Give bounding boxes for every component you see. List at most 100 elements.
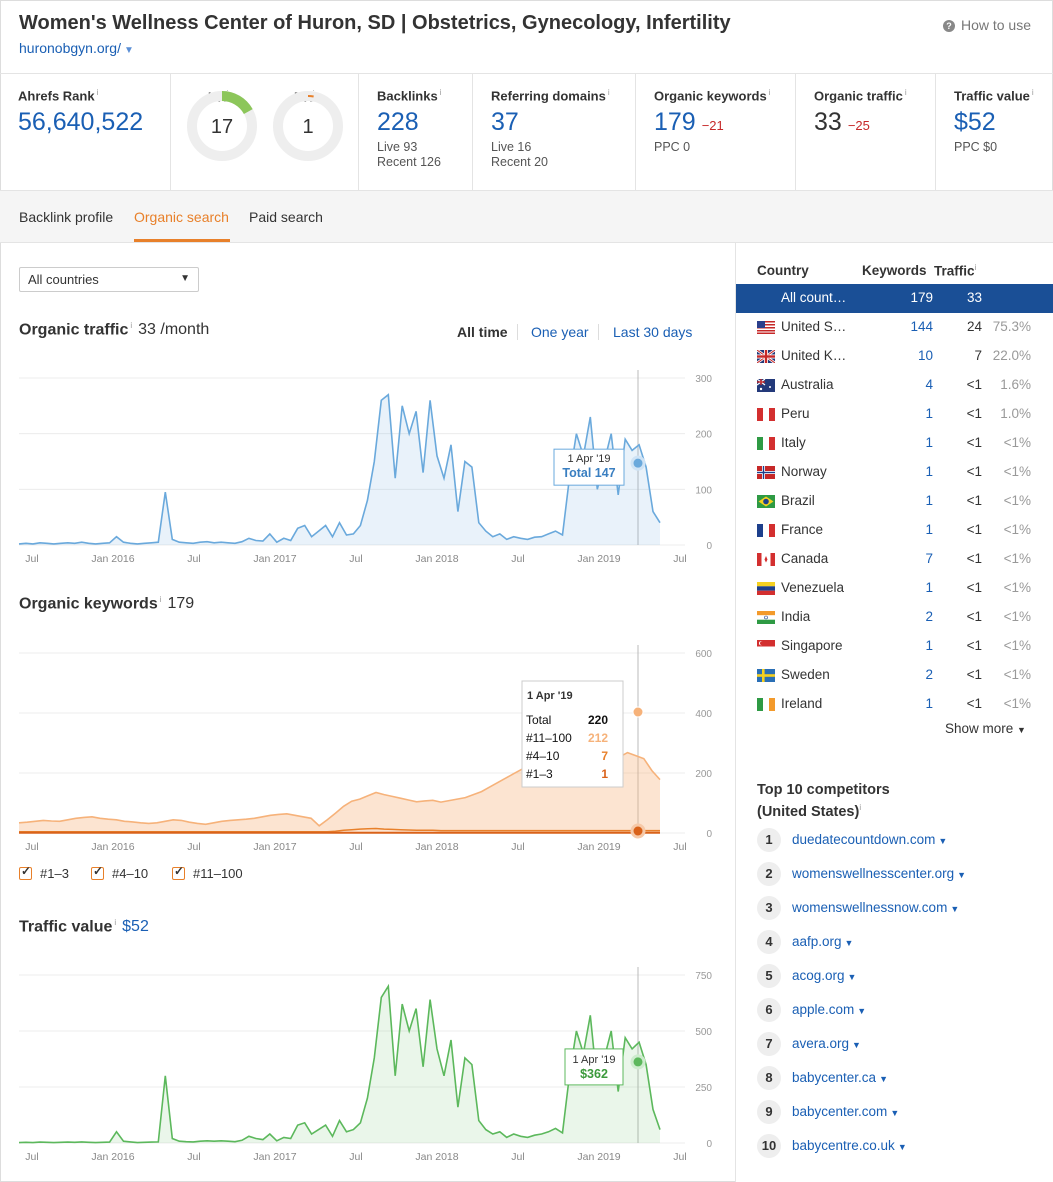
organic-keywords-value[interactable]: 179 −21: [654, 108, 724, 137]
x-tick-label: Jan 2017: [253, 841, 296, 853]
caret-down-icon[interactable]: ▼: [950, 904, 960, 914]
country-row[interactable]: Sweden 2 <1 <1%: [736, 661, 1053, 690]
country-row[interactable]: Canada 7 <1 <1%: [736, 545, 1053, 574]
competitor-link[interactable]: avera.org ▼: [792, 1036, 861, 1051]
country-keywords[interactable]: 1: [925, 406, 933, 421]
country-keywords[interactable]: 1: [925, 493, 933, 508]
traffic-value-value[interactable]: $52: [954, 108, 996, 137]
organic-traffic-heading: Organic traffic i 33 /month: [19, 321, 210, 339]
organic-traffic-delta: −25: [847, 118, 870, 134]
traffic-value-chart: 750 500 250 0 Jul Jan 2016 Jul Jan 2017 Jul Jan 2…: [18, 967, 712, 1163]
country-row[interactable]: Norway 1 <1 <1%: [736, 458, 1053, 487]
competitor-link[interactable]: babycenter.ca ▼: [792, 1070, 888, 1085]
ur-gauge: [187, 91, 257, 161]
competitor-link[interactable]: aafp.org ▼: [792, 934, 853, 949]
caret-down-icon[interactable]: ▼: [897, 1142, 907, 1152]
country-row[interactable]: Singapore 1 <1 <1%: [736, 632, 1053, 661]
how-to-use-link[interactable]: ? How to use: [942, 17, 1031, 33]
info-icon[interactable]: i: [159, 595, 162, 604]
caret-down-icon[interactable]: ▼: [938, 836, 948, 846]
country-keywords[interactable]: 10: [917, 348, 933, 363]
y-tick-label: 400: [695, 709, 712, 720]
keywords-column-header[interactable]: Keywords: [862, 263, 927, 278]
competitor-link[interactable]: apple.com ▼: [792, 1002, 866, 1017]
country-row[interactable]: Venezuela 1 <1 <1%: [736, 574, 1053, 603]
backlinks-value[interactable]: 228: [377, 108, 419, 137]
referring-domains-value[interactable]: 37: [491, 108, 519, 137]
country-row[interactable]: Ireland 1 <1 <1%: [736, 690, 1053, 719]
country-row[interactable]: Australia 4 <1 1.6%: [736, 371, 1053, 400]
country-keywords[interactable]: 179: [910, 290, 933, 305]
country-traffic: <1: [966, 580, 982, 595]
caret-down-icon[interactable]: ▼: [857, 1006, 867, 1016]
br-flag-icon: [757, 495, 775, 508]
caret-down-icon[interactable]: ▼: [957, 870, 967, 880]
country-keywords[interactable]: 7: [925, 551, 933, 566]
caret-down-icon[interactable]: ▼: [844, 938, 854, 948]
active-tab-indicator: [134, 239, 230, 242]
info-icon[interactable]: i: [1031, 88, 1034, 97]
competitor-link[interactable]: womenswellnesscenter.org ▼: [792, 866, 966, 881]
traffic-column-header[interactable]: Traffici: [934, 263, 977, 279]
competitor-link[interactable]: babycenter.com ▼: [792, 1104, 899, 1119]
country-traffic: <1: [966, 609, 982, 624]
competitor-link[interactable]: duedatecountdown.com ▼: [792, 832, 947, 847]
competitor-link[interactable]: babycentre.co.uk ▼: [792, 1138, 907, 1153]
tab-paid-search[interactable]: Paid search: [249, 209, 323, 225]
competitor-domain: apple.com: [792, 1002, 855, 1017]
country-keywords[interactable]: 1: [925, 435, 933, 450]
info-icon[interactable]: i: [114, 918, 117, 927]
range-last-30-days[interactable]: Last 30 days: [613, 324, 693, 340]
caret-down-icon[interactable]: ▼: [890, 1108, 900, 1118]
country-select[interactable]: All countries ▼: [19, 267, 199, 292]
competitor-rank: 9: [757, 1100, 781, 1124]
range-divider: [598, 324, 599, 340]
legend-toggle-11-100[interactable]: #11–100: [172, 864, 243, 881]
range-all-time[interactable]: All time: [457, 324, 508, 340]
y-tick-label: 500: [695, 1027, 712, 1038]
country-row[interactable]: United K… 10 7 22.0%: [736, 342, 1053, 371]
country-keywords[interactable]: 1: [925, 638, 933, 653]
tab-organic-search[interactable]: Organic search: [134, 209, 229, 225]
country-row[interactable]: India 2 <1 <1%: [736, 603, 1053, 632]
info-icon[interactable]: i: [439, 88, 442, 97]
info-icon[interactable]: i: [607, 88, 610, 97]
tooltip-box: [564, 1048, 624, 1086]
traffic-area: [19, 394, 660, 545]
info-icon[interactable]: i: [904, 88, 907, 97]
country-row[interactable]: United S… 144 24 75.3%: [736, 313, 1053, 342]
country-row[interactable]: Italy 1 <1 <1%: [736, 429, 1053, 458]
show-more-button[interactable]: Show more ▼: [945, 721, 1026, 736]
country-keywords[interactable]: 2: [925, 667, 933, 682]
info-icon[interactable]: i: [96, 88, 99, 97]
country-keywords[interactable]: 4: [925, 377, 933, 392]
competitor-link[interactable]: womenswellnessnow.com ▼: [792, 900, 959, 915]
country-row[interactable]: France 1 <1 <1%: [736, 516, 1053, 545]
sidebar: Country Keywords Traffici All count… 179 3…: [735, 243, 1053, 1182]
legend-toggle-4-10[interactable]: #4–10: [91, 864, 148, 881]
country-row[interactable]: Brazil 1 <1 <1%: [736, 487, 1053, 516]
organic-traffic-label: Organic traffic: [814, 88, 903, 104]
range-one-year[interactable]: One year: [531, 324, 589, 340]
country-column-header[interactable]: Country: [757, 263, 809, 278]
country-keywords[interactable]: 144: [910, 319, 933, 334]
info-icon[interactable]: i: [130, 321, 133, 330]
tab-backlink-profile[interactable]: Backlink profile: [19, 209, 114, 225]
country-keywords[interactable]: 1: [925, 522, 933, 537]
legend-toggle-top3[interactable]: #1–3: [19, 864, 69, 881]
country-row[interactable]: All count… 179 33: [736, 284, 1053, 313]
country-traffic: <1: [966, 406, 982, 421]
caret-down-icon[interactable]: ▼: [879, 1074, 888, 1084]
caret-down-icon[interactable]: ▼: [852, 1040, 861, 1050]
info-icon[interactable]: i: [768, 88, 771, 97]
country-keywords[interactable]: 1: [925, 580, 933, 595]
traffic-value-summary: $52: [122, 918, 149, 936]
country-keywords[interactable]: 1: [925, 696, 933, 711]
country-row[interactable]: Peru 1 <1 1.0%: [736, 400, 1053, 429]
country-keywords[interactable]: 1: [925, 464, 933, 479]
site-url-link[interactable]: huronobgyn.org/▼: [19, 40, 134, 56]
competitor-link[interactable]: acog.org ▼: [792, 968, 856, 983]
country-keywords[interactable]: 2: [925, 609, 933, 624]
y-tick-label: 100: [695, 485, 712, 496]
caret-down-icon[interactable]: ▼: [847, 972, 857, 982]
